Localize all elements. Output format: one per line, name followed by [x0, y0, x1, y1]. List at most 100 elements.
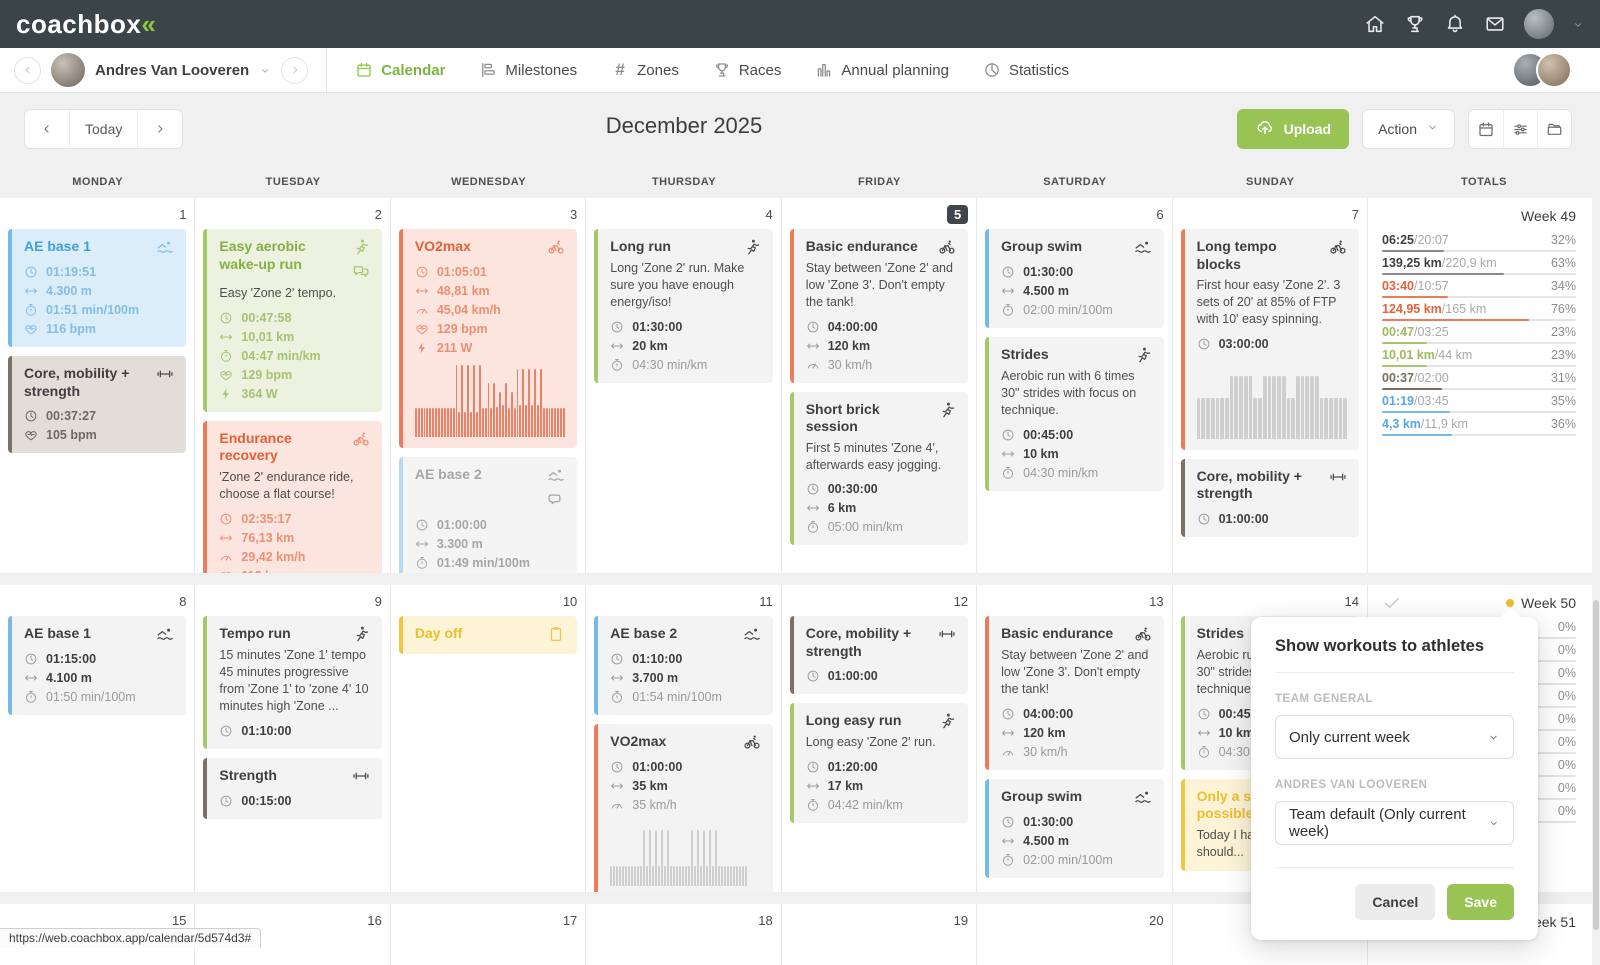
- workout-card-basic-endurance[interactable]: Basic endurance Stay between 'Zone 2' and…: [789, 229, 969, 383]
- save-button[interactable]: Save: [1447, 884, 1514, 920]
- card-header: Group swim: [1001, 788, 1151, 806]
- day-cell-19[interactable]: 19: [782, 904, 978, 965]
- day-cell-6[interactable]: 6 Group swim 01:30:00 4.500 m 02:00 min/100m…: [977, 198, 1173, 573]
- day-cell-4[interactable]: 4 Long run Long 'Zone 2' run. Make sure yo…: [586, 198, 782, 573]
- card-header: Easy aerobic wake-up run: [219, 238, 369, 281]
- duration-icon: [24, 409, 38, 423]
- day-cell-3[interactable]: 3 VO2max 01:05:01 48,81 km 45,04 km/h 129 bpm…: [391, 198, 587, 573]
- chevron-down-icon[interactable]: [259, 64, 271, 76]
- workout-card-vo2max[interactable]: VO2max 01:00:00 35 km 35 km/h: [594, 724, 773, 892]
- duration-glyph: [1198, 338, 1209, 350]
- workout-card-ae-base-1[interactable]: AE base 1 01:15:00 4.100 m 01:50 min/100m: [8, 616, 187, 715]
- action-dropdown[interactable]: Action: [1362, 109, 1455, 149]
- scrollbar-thumb[interactable]: [1593, 600, 1599, 930]
- totals-target: /220,9 km: [1441, 256, 1497, 270]
- workout-card-ae-base-1[interactable]: AE base 1 01:19:51 4.300 m 01:51 min/100m 11…: [8, 229, 187, 347]
- speed-icon: [219, 550, 233, 564]
- trophy-icon[interactable]: [1404, 13, 1426, 35]
- workout-card-group-swim[interactable]: Group swim 01:30:00 4.500 m 02:00 min/100m: [985, 778, 1164, 878]
- prev-month-button[interactable]: [25, 110, 69, 148]
- card-header: Core, mobility + strength: [806, 625, 956, 660]
- tab-calendar[interactable]: Calendar: [355, 61, 445, 79]
- workout-card-core-mobility-strength[interactable]: Core, mobility + strength 01:00:00: [1180, 458, 1359, 537]
- day-cell-17[interactable]: 17: [391, 904, 587, 965]
- tab-label: Races: [738, 61, 782, 79]
- workout-card-strides[interactable]: Strides Aerobic run with 6 times 30" stri…: [985, 337, 1164, 491]
- day-cell-2[interactable]: 2 Easy aerobic wake-up run Easy 'Zone 2' t…: [195, 198, 391, 573]
- workout-card-core-mobility-strength[interactable]: Core, mobility + strength 00:37:27 105 bpm: [8, 356, 187, 453]
- today-button[interactable]: Today: [69, 110, 137, 148]
- athlete-avatar[interactable]: [51, 53, 85, 87]
- stat-value: 02:00 min/100m: [1023, 852, 1113, 867]
- totals-progress-bar: [1382, 273, 1576, 275]
- sliders-view-button[interactable]: [1503, 110, 1537, 148]
- day-number: 1: [179, 207, 187, 222]
- workout-card-strength[interactable]: Strength 00:15:00: [203, 757, 382, 819]
- prev-athlete-button[interactable]: [14, 56, 41, 84]
- duration-glyph: [416, 266, 428, 278]
- next-athlete-button[interactable]: [281, 56, 309, 84]
- workout-card-short-brick-session[interactable]: Short brick session First 5 minutes 'Zone…: [789, 391, 969, 546]
- stat-value: 01:30:00: [632, 319, 683, 334]
- scrollbar-track[interactable]: [1592, 93, 1600, 965]
- tab-annual-planning[interactable]: Annual planning: [815, 61, 949, 79]
- workout-title: Core, mobility + strength: [805, 625, 912, 659]
- next-month-button[interactable]: [137, 110, 182, 148]
- tab-races[interactable]: Races: [713, 61, 782, 79]
- upload-button[interactable]: Upload: [1236, 109, 1350, 149]
- workout-card-core-mobility-strength[interactable]: Core, mobility + strength 01:00:00: [789, 616, 969, 694]
- day-cell-20[interactable]: 20: [977, 904, 1173, 965]
- workout-card-long-tempo-blocks[interactable]: Long tempo blocks First hour easy 'Zone 2…: [1180, 229, 1359, 450]
- day-cell-5[interactable]: 5 Basic endurance Stay between 'Zone 2' an…: [782, 198, 978, 573]
- day-cell-16[interactable]: 16: [195, 904, 391, 965]
- workout-card-basic-endurance[interactable]: Basic endurance Stay between 'Zone 2' and…: [985, 616, 1164, 770]
- stat-value: 30 km/h: [1023, 744, 1068, 759]
- select-andres-van-looveren[interactable]: Team default (Only current week): [1275, 801, 1514, 845]
- cancel-button[interactable]: Cancel: [1355, 884, 1436, 920]
- user-avatar[interactable]: [1524, 9, 1554, 39]
- day-cell-9[interactable]: 9 Tempo run 15 minutes 'Zone 1' tempo 45 m…: [195, 585, 391, 892]
- workout-description: First hour easy 'Zone 2'. 3 sets of 20' …: [1196, 278, 1341, 326]
- hr-glyph: [25, 325, 37, 335]
- card-icons: [352, 767, 370, 785]
- athlete-name[interactable]: Andres Van Looveren: [95, 61, 250, 79]
- day-cell-13[interactable]: 13 Basic endurance Stay between 'Zone 2' a…: [977, 585, 1173, 892]
- pace-glyph: [612, 691, 623, 703]
- workout-card-tempo-run[interactable]: Tempo run 15 minutes 'Zone 1' tempo 45 mi…: [203, 616, 382, 749]
- workout-card-day-off[interactable]: Day off: [398, 616, 578, 654]
- tab-zones[interactable]: # Zones: [611, 60, 678, 79]
- workout-title: Strides: [1001, 346, 1049, 362]
- workout-stat: 30 km/h: [1001, 745, 1151, 759]
- duration-icon: [1001, 428, 1015, 442]
- workout-card-vo2max[interactable]: VO2max 01:05:01 48,81 km 45,04 km/h 129 bpm 2…: [398, 229, 578, 448]
- day-cell-12[interactable]: 12 Core, mobility + strength 01:00:00 Long …: [782, 585, 978, 892]
- totals-value: 10,01 km: [1382, 348, 1435, 362]
- workout-card-long-easy-run[interactable]: Long easy run Long easy 'Zone 2' run. 01:2…: [789, 703, 969, 823]
- day-cell-11[interactable]: 11 AE base 2 01:10:00 3.700 m 01:54 min/100m…: [586, 585, 782, 892]
- day-cell-1[interactable]: 1 AE base 1 01:19:51 4.300 m 01:51 min/100m 1…: [0, 198, 196, 573]
- tab-milestones[interactable]: Milestones: [479, 61, 577, 79]
- mail-icon[interactable]: [1484, 13, 1506, 35]
- calendar-view-button[interactable]: [1469, 110, 1503, 148]
- check-icon[interactable]: [1382, 593, 1402, 613]
- hash-icon: #: [615, 60, 625, 79]
- workout-card-ae-base-2[interactable]: AE base 2 01:00:00 3.300 m 01:49 min/100m: [398, 457, 578, 573]
- coachbox-logo[interactable]: coachbox«: [16, 8, 156, 39]
- workout-card-ae-base-2[interactable]: AE base 2 01:10:00 3.700 m 01:54 min/100m: [594, 616, 773, 715]
- home-icon[interactable]: [1364, 13, 1386, 35]
- workout-card-long-run[interactable]: Long run Long 'Zone 2' run. Make sure you…: [594, 229, 773, 383]
- day-cell-8[interactable]: 8 AE base 1 01:15:00 4.100 m 01:50 min/100m: [0, 585, 196, 892]
- day-cell-18[interactable]: 18: [586, 904, 782, 965]
- bell-icon[interactable]: [1444, 13, 1466, 35]
- team-member-avatar[interactable]: [1536, 52, 1572, 88]
- strength-icon: [157, 370, 173, 378]
- workout-card-endurance-recovery[interactable]: Endurance recovery 'Zone 2' endurance rid…: [203, 420, 382, 573]
- workout-card-easy-aerobic-wake-up-run[interactable]: Easy aerobic wake-up run Easy 'Zone 2' te…: [203, 229, 382, 412]
- day-cell-10[interactable]: 10 Day off: [391, 585, 587, 892]
- day-cell-7[interactable]: 7 Long tempo blocks First hour easy 'Zone …: [1173, 198, 1368, 573]
- chevron-down-icon[interactable]: [1572, 18, 1584, 30]
- workout-card-group-swim[interactable]: Group swim 01:30:00 4.500 m 02:00 min/100m: [985, 229, 1164, 328]
- select-team-general[interactable]: Only current week: [1275, 715, 1514, 759]
- tab-statistics[interactable]: Statistics: [983, 61, 1069, 79]
- folder-view-button[interactable]: [1537, 110, 1571, 148]
